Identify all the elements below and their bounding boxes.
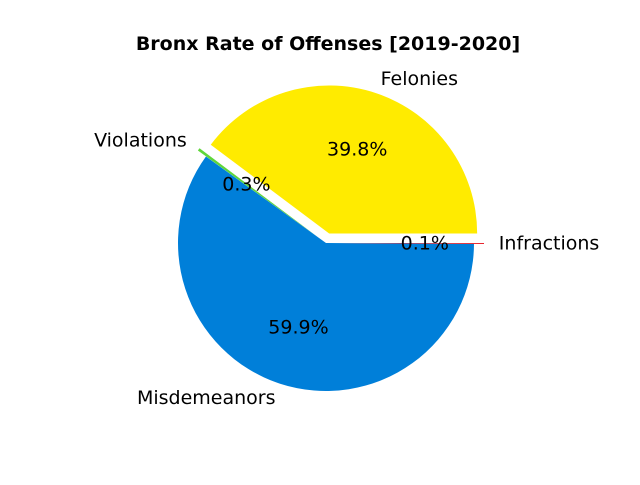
slice-label-infractions: Infractions	[499, 233, 600, 255]
slice-percent-misdemeanors: 59.9%	[268, 316, 328, 338]
slice-percent-felonies: 39.8%	[327, 138, 387, 160]
slice-label-misdemeanors: Misdemeanors	[137, 387, 276, 409]
slice-label-violations: Violations	[94, 130, 187, 152]
slice-label-felonies: Felonies	[381, 68, 458, 90]
slice-percent-infractions: 0.1%	[401, 232, 449, 254]
pie-slice-violations	[197, 148, 318, 238]
pie-slices	[178, 85, 484, 392]
chart-title: Bronx Rate of Offenses [2019-2020]	[136, 33, 520, 55]
pie-slice-misdemeanors	[178, 156, 474, 392]
pie-labels: Felonies 39.8% Violations 0.3% Misdemeanors 5…	[94, 68, 599, 409]
pie-slice-infractions	[335, 243, 484, 244]
pie-slice-felonies	[210, 85, 478, 234]
slice-percent-violations: 0.3%	[222, 173, 270, 195]
